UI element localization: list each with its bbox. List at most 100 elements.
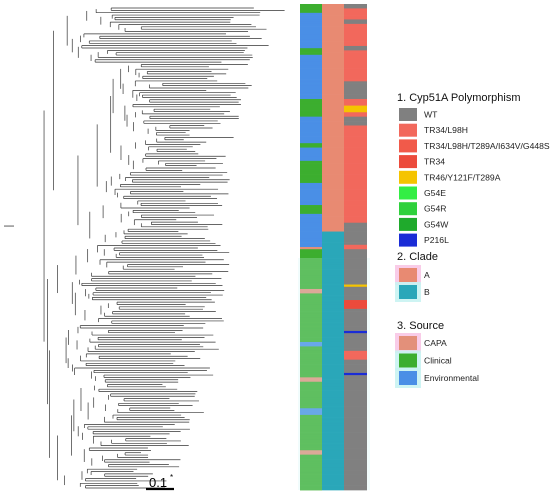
source-strip-cell bbox=[300, 375, 322, 378]
legend-swatch-g54e bbox=[399, 186, 417, 200]
source-strip-cell bbox=[300, 330, 322, 334]
clade-strip-cell bbox=[322, 242, 344, 246]
clade-strip-cell bbox=[322, 306, 344, 310]
source-strip-cell bbox=[300, 227, 322, 230]
source-strip-cell bbox=[300, 72, 322, 76]
polymorphism-strip-cell bbox=[344, 68, 367, 71]
polymorphism-strip-cell bbox=[344, 160, 367, 164]
source-strip-cell bbox=[300, 350, 322, 354]
polymorphism-strip-cell bbox=[344, 315, 367, 319]
source-strip-cell bbox=[300, 253, 322, 257]
source-strip-cell bbox=[300, 211, 322, 215]
source-strip-cell bbox=[300, 134, 322, 137]
source-strip-cell bbox=[300, 41, 322, 45]
polymorphism-strip-cell bbox=[344, 341, 367, 345]
source-strip-cell bbox=[300, 17, 322, 20]
source-strip-cell bbox=[300, 302, 322, 305]
source-strip-cell bbox=[300, 30, 322, 34]
polymorphism-strip-cell bbox=[344, 355, 367, 358]
polymorphism-strip-cell bbox=[344, 311, 367, 314]
polymorphism-strip-cell bbox=[344, 441, 367, 444]
clade-strip-cell bbox=[322, 450, 344, 453]
polymorphism-strip-cell bbox=[344, 163, 367, 166]
clade-strip-cell bbox=[322, 43, 344, 47]
source-strip-cell bbox=[300, 364, 322, 367]
clade-strip-cell bbox=[322, 105, 344, 109]
clade-strip-cell bbox=[322, 85, 344, 89]
clade-strip-cell bbox=[322, 57, 344, 60]
source-strip-cell bbox=[300, 244, 322, 248]
source-strip-cell bbox=[300, 485, 322, 489]
source-strip-cell bbox=[300, 163, 322, 166]
legend-source-title: 3. Source bbox=[397, 320, 444, 332]
polymorphism-strip-cell bbox=[344, 370, 367, 374]
source-strip-cell bbox=[300, 103, 322, 106]
source-strip-cell bbox=[300, 282, 322, 285]
polymorphism-strip-cell bbox=[344, 291, 367, 294]
source-strip-cell bbox=[300, 465, 322, 469]
clade-strip-cell bbox=[322, 324, 344, 327]
clade-strip-cell bbox=[322, 222, 344, 226]
source-strip-cell bbox=[300, 178, 322, 182]
clade-strip-cell bbox=[322, 202, 344, 206]
polymorphism-strip-cell bbox=[344, 174, 367, 177]
clade-strip-cell bbox=[322, 224, 344, 228]
clade-strip-cell bbox=[322, 311, 344, 314]
polymorphism-strip-cell bbox=[344, 262, 367, 266]
clade-strip-cell bbox=[322, 361, 344, 365]
legend-swatch-tr34-l98h bbox=[399, 123, 417, 137]
source-strip-cell bbox=[300, 297, 322, 301]
source-strip-cell bbox=[300, 266, 322, 270]
clade-strip-cell bbox=[322, 443, 344, 447]
clade-strip-cell bbox=[322, 414, 344, 418]
polymorphism-strip-cell bbox=[344, 52, 367, 56]
polymorphism-strip-cell bbox=[344, 127, 367, 131]
polymorphism-strip-cell bbox=[344, 90, 367, 93]
polymorphism-strip-cell bbox=[344, 476, 367, 480]
source-strip-cell bbox=[300, 395, 322, 398]
legend-label: TR34/L98H bbox=[424, 125, 468, 135]
source-strip-cell bbox=[300, 434, 322, 438]
source-strip-cell bbox=[300, 397, 322, 400]
polymorphism-strip-cell bbox=[344, 266, 367, 270]
clade-strip-cell bbox=[322, 205, 344, 208]
polymorphism-strip-cell bbox=[344, 425, 367, 429]
clade-strip-cell bbox=[322, 401, 344, 405]
clade-strip-cell bbox=[322, 472, 344, 475]
polymorphism-strip-cell bbox=[344, 249, 367, 252]
source-strip-cell bbox=[300, 19, 322, 23]
polymorphism-strip-cell bbox=[344, 41, 367, 45]
polymorphism-strip-cell bbox=[344, 235, 367, 239]
legend-swatch-tr34-l98h-t289a-i634v-g448s bbox=[399, 139, 417, 153]
clade-strip-cell bbox=[322, 74, 344, 78]
source-strip-cell bbox=[300, 478, 322, 482]
source-strip-cell bbox=[300, 182, 322, 186]
legend-swatch-clinical bbox=[399, 353, 417, 368]
polymorphism-strip-cell bbox=[344, 397, 367, 400]
clade-strip-cell bbox=[322, 240, 344, 243]
polymorphism-strip-cell bbox=[344, 143, 367, 146]
source-strip-cell bbox=[300, 70, 322, 73]
source-strip-cell bbox=[300, 156, 322, 159]
legend-label: B bbox=[424, 287, 430, 297]
polymorphism-strip-cell bbox=[344, 107, 367, 111]
scale-bar-star: * bbox=[170, 473, 173, 482]
source-strip-cell bbox=[300, 154, 322, 157]
source-strip-cell bbox=[300, 304, 322, 307]
polymorphism-strip-cell bbox=[344, 185, 367, 188]
clade-strip-cell bbox=[322, 163, 344, 166]
clade-strip-cell bbox=[322, 189, 344, 193]
clade-strip-cell bbox=[322, 125, 344, 129]
polymorphism-strip-cell bbox=[344, 388, 367, 391]
clade-strip-cell bbox=[322, 132, 344, 135]
clade-strip-cell bbox=[322, 381, 344, 385]
clade-strip-cell bbox=[322, 143, 344, 146]
polymorphism-strip-cell bbox=[344, 372, 367, 376]
phylogenetic-tree bbox=[4, 7, 285, 489]
legend-swatch-wt bbox=[399, 108, 417, 121]
clade-strip-cell bbox=[322, 280, 344, 283]
polymorphism-strip-cell bbox=[344, 30, 367, 34]
clade-strip-cell bbox=[322, 198, 344, 201]
polymorphism-strip-cell bbox=[344, 269, 367, 272]
polymorphism-strip-cell bbox=[344, 50, 367, 53]
